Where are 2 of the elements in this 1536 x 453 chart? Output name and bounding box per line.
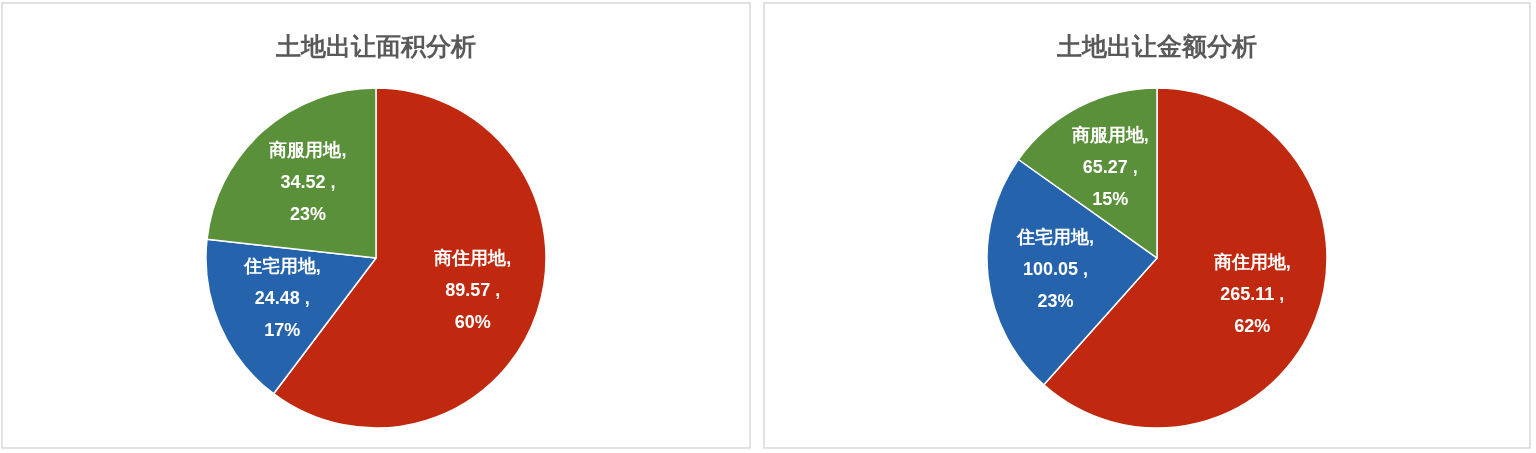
title: 土地出让面积分析 — [276, 32, 476, 60]
title: 土地出让金额分析 — [1057, 32, 1257, 60]
